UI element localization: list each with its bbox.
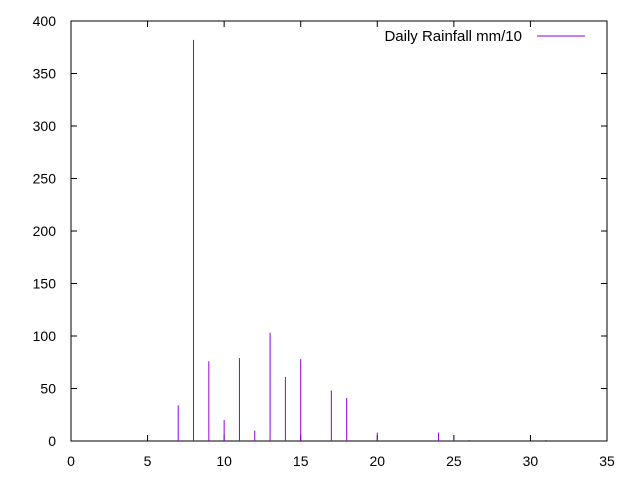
y-tick-label: 0 bbox=[48, 433, 56, 449]
y-tick-label: 400 bbox=[33, 13, 57, 29]
x-tick-label: 15 bbox=[293, 453, 309, 469]
x-tick-label: 25 bbox=[446, 453, 462, 469]
x-tick-label: 5 bbox=[144, 453, 152, 469]
x-tick-label: 10 bbox=[216, 453, 232, 469]
y-tick-label: 50 bbox=[40, 381, 56, 397]
x-tick-label: 35 bbox=[599, 453, 615, 469]
plot-frame bbox=[70, 20, 608, 442]
data-bars bbox=[177, 39, 547, 441]
x-tick-label: 20 bbox=[369, 453, 385, 469]
y-tick-label: 200 bbox=[33, 223, 57, 239]
x-tick-label: 0 bbox=[67, 453, 75, 469]
y-tick-label: 100 bbox=[33, 328, 57, 344]
y-tick-label: 300 bbox=[33, 118, 57, 134]
legend-label: Daily Rainfall mm/10 bbox=[384, 28, 522, 45]
y-tick-label: 150 bbox=[33, 276, 57, 292]
x-tick-label: 30 bbox=[523, 453, 539, 469]
y-tick-label: 250 bbox=[33, 171, 57, 187]
y-tick-label: 350 bbox=[33, 66, 57, 82]
axis-ticks bbox=[70, 20, 608, 442]
legend: Daily Rainfall mm/10 bbox=[384, 28, 585, 45]
